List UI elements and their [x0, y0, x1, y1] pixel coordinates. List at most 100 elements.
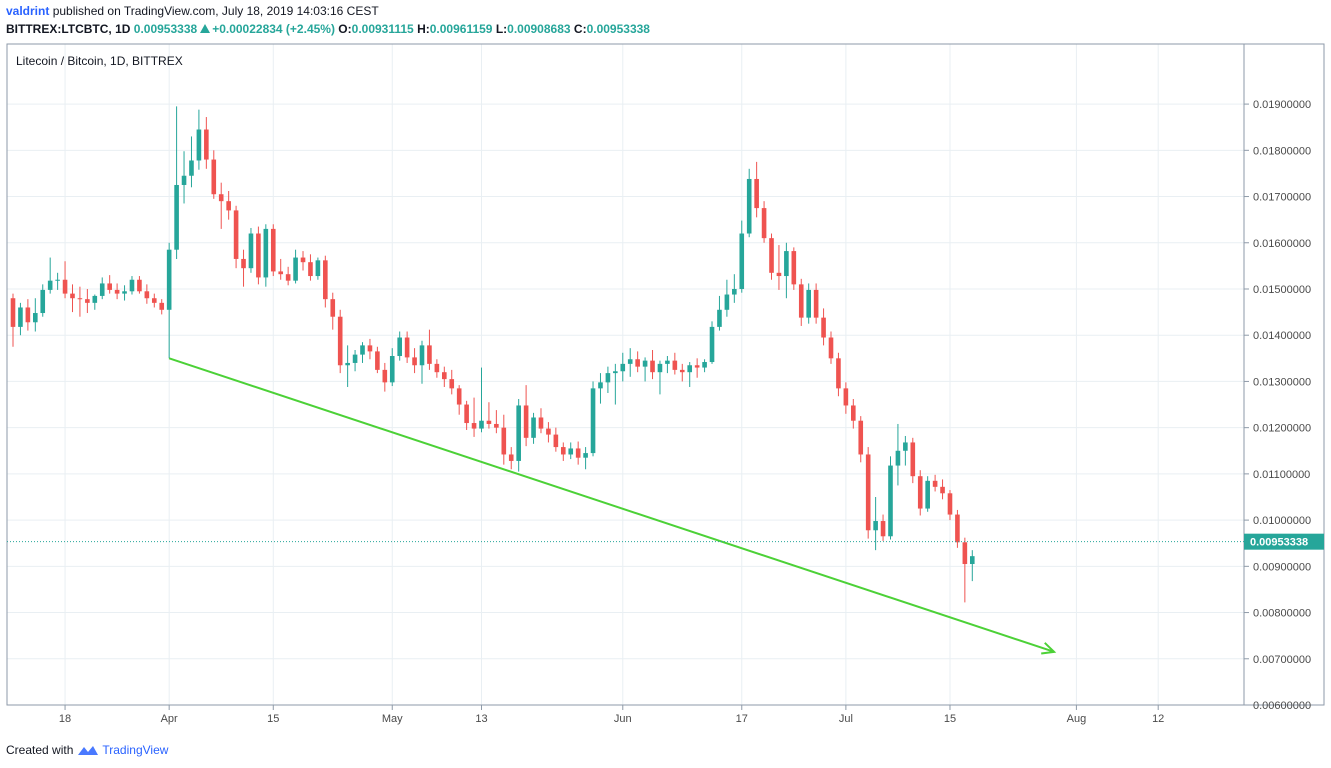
candle-body	[709, 326, 715, 363]
candle-up	[166, 242, 172, 359]
candle-down	[865, 447, 871, 539]
candle-down	[204, 117, 209, 169]
candle-down	[278, 258, 284, 280]
candle-body	[404, 337, 410, 358]
candle-body	[337, 316, 343, 366]
candle-body	[218, 194, 224, 202]
candle-body	[204, 129, 209, 160]
time-tick-label: 15	[267, 713, 279, 725]
candle-down	[843, 382, 849, 414]
open-value: 0.00931115	[351, 22, 414, 36]
candle-body	[278, 271, 284, 275]
candle-body	[546, 428, 551, 435]
candle-down	[412, 348, 417, 374]
candle-body	[33, 313, 38, 323]
trendline[interactable]	[168, 357, 1057, 655]
candle-body	[784, 251, 789, 277]
time-tick-label: Apr	[161, 713, 178, 725]
candle-body	[449, 379, 455, 389]
candle-up	[419, 340, 425, 384]
time-tick-label: 15	[944, 713, 956, 725]
candle-body	[836, 358, 841, 389]
candle-up	[620, 352, 626, 382]
price-tick-label: 0.00700000	[1253, 654, 1311, 666]
chart-grid	[7, 44, 1244, 705]
candle-body	[590, 388, 596, 454]
candlestick-chart[interactable]: 0.01900000 0.01800000 0.01700000 0.01600000…	[0, 0, 1331, 740]
candle-body	[531, 417, 536, 438]
candle-body	[605, 373, 611, 383]
candle-body	[211, 159, 217, 195]
candle-down	[456, 385, 462, 415]
candle-up	[739, 220, 745, 293]
candle-up	[196, 109, 202, 170]
candle-body	[746, 178, 752, 234]
candle-body	[761, 208, 767, 239]
candle-body	[560, 447, 566, 455]
candle-up	[531, 412, 536, 444]
candle-up	[888, 456, 893, 540]
candle-body	[739, 233, 745, 289]
candle-body	[471, 423, 477, 429]
candle-up	[33, 298, 38, 332]
candle-down	[851, 398, 856, 429]
price-tick-label: 0.01200000	[1253, 423, 1311, 435]
trendline-segment[interactable]	[168, 357, 1055, 653]
last-price: 0.00953338	[133, 22, 198, 36]
candle-down	[828, 331, 834, 364]
candle-down	[256, 226, 261, 285]
candle-body	[114, 289, 120, 294]
candle-down	[858, 416, 864, 463]
candle-up	[873, 496, 878, 551]
candle-body	[501, 427, 507, 455]
last-price-tag	[1244, 533, 1324, 550]
price-axis[interactable]: 0.01900000 0.01800000 0.01700000 0.01600000…	[1244, 99, 1311, 712]
candle-up	[687, 362, 693, 387]
time-tick-label: Jun	[614, 713, 632, 725]
candle-down	[107, 275, 112, 294]
price-tick-label: 0.01000000	[1253, 515, 1311, 527]
candle-up	[18, 302, 23, 336]
candle-down	[813, 283, 819, 324]
candle-body	[650, 360, 655, 373]
candle-body	[308, 262, 313, 277]
high-value: 0.00961159	[429, 22, 493, 36]
candle-down	[382, 362, 388, 392]
candle-body	[798, 284, 804, 318]
tradingview-brand[interactable]: TradingView	[102, 743, 169, 757]
candle-down	[285, 266, 291, 286]
time-tick-label: 18	[59, 713, 71, 725]
high-label: H:	[417, 22, 430, 36]
candle-down	[486, 402, 492, 429]
candle-body	[635, 359, 640, 367]
low-label: L:	[495, 22, 508, 36]
time-tick-label: Jul	[839, 713, 853, 725]
candle-down	[962, 537, 968, 603]
candle-body	[40, 289, 46, 314]
candle-body	[865, 454, 871, 531]
candle-up	[969, 550, 975, 582]
candle-body	[813, 289, 819, 318]
candle-down	[375, 346, 380, 374]
trendline-arrowhead	[1041, 642, 1057, 655]
author-name[interactable]: valdrint	[6, 4, 50, 18]
candle-down	[546, 422, 551, 443]
time-axis[interactable]: 18 Apr 15 May 13 Jun 17 Jul 15 Aug 12	[59, 705, 1164, 725]
candle-down	[694, 358, 700, 378]
candle-body	[494, 423, 499, 428]
time-tick-label: 13	[475, 713, 487, 725]
candle-down	[650, 350, 655, 380]
candle-body	[679, 369, 685, 373]
candle-down	[494, 410, 499, 434]
candle-up	[47, 257, 53, 294]
candle-body	[508, 454, 514, 461]
candle-body	[575, 448, 581, 458]
candle-body	[754, 178, 759, 209]
candle-down	[635, 351, 640, 373]
candle-body	[189, 160, 194, 176]
candle-body	[932, 480, 938, 487]
candle-body	[843, 388, 849, 406]
candle-body	[47, 280, 53, 290]
candle-down	[508, 447, 514, 470]
candle-up	[315, 257, 321, 280]
